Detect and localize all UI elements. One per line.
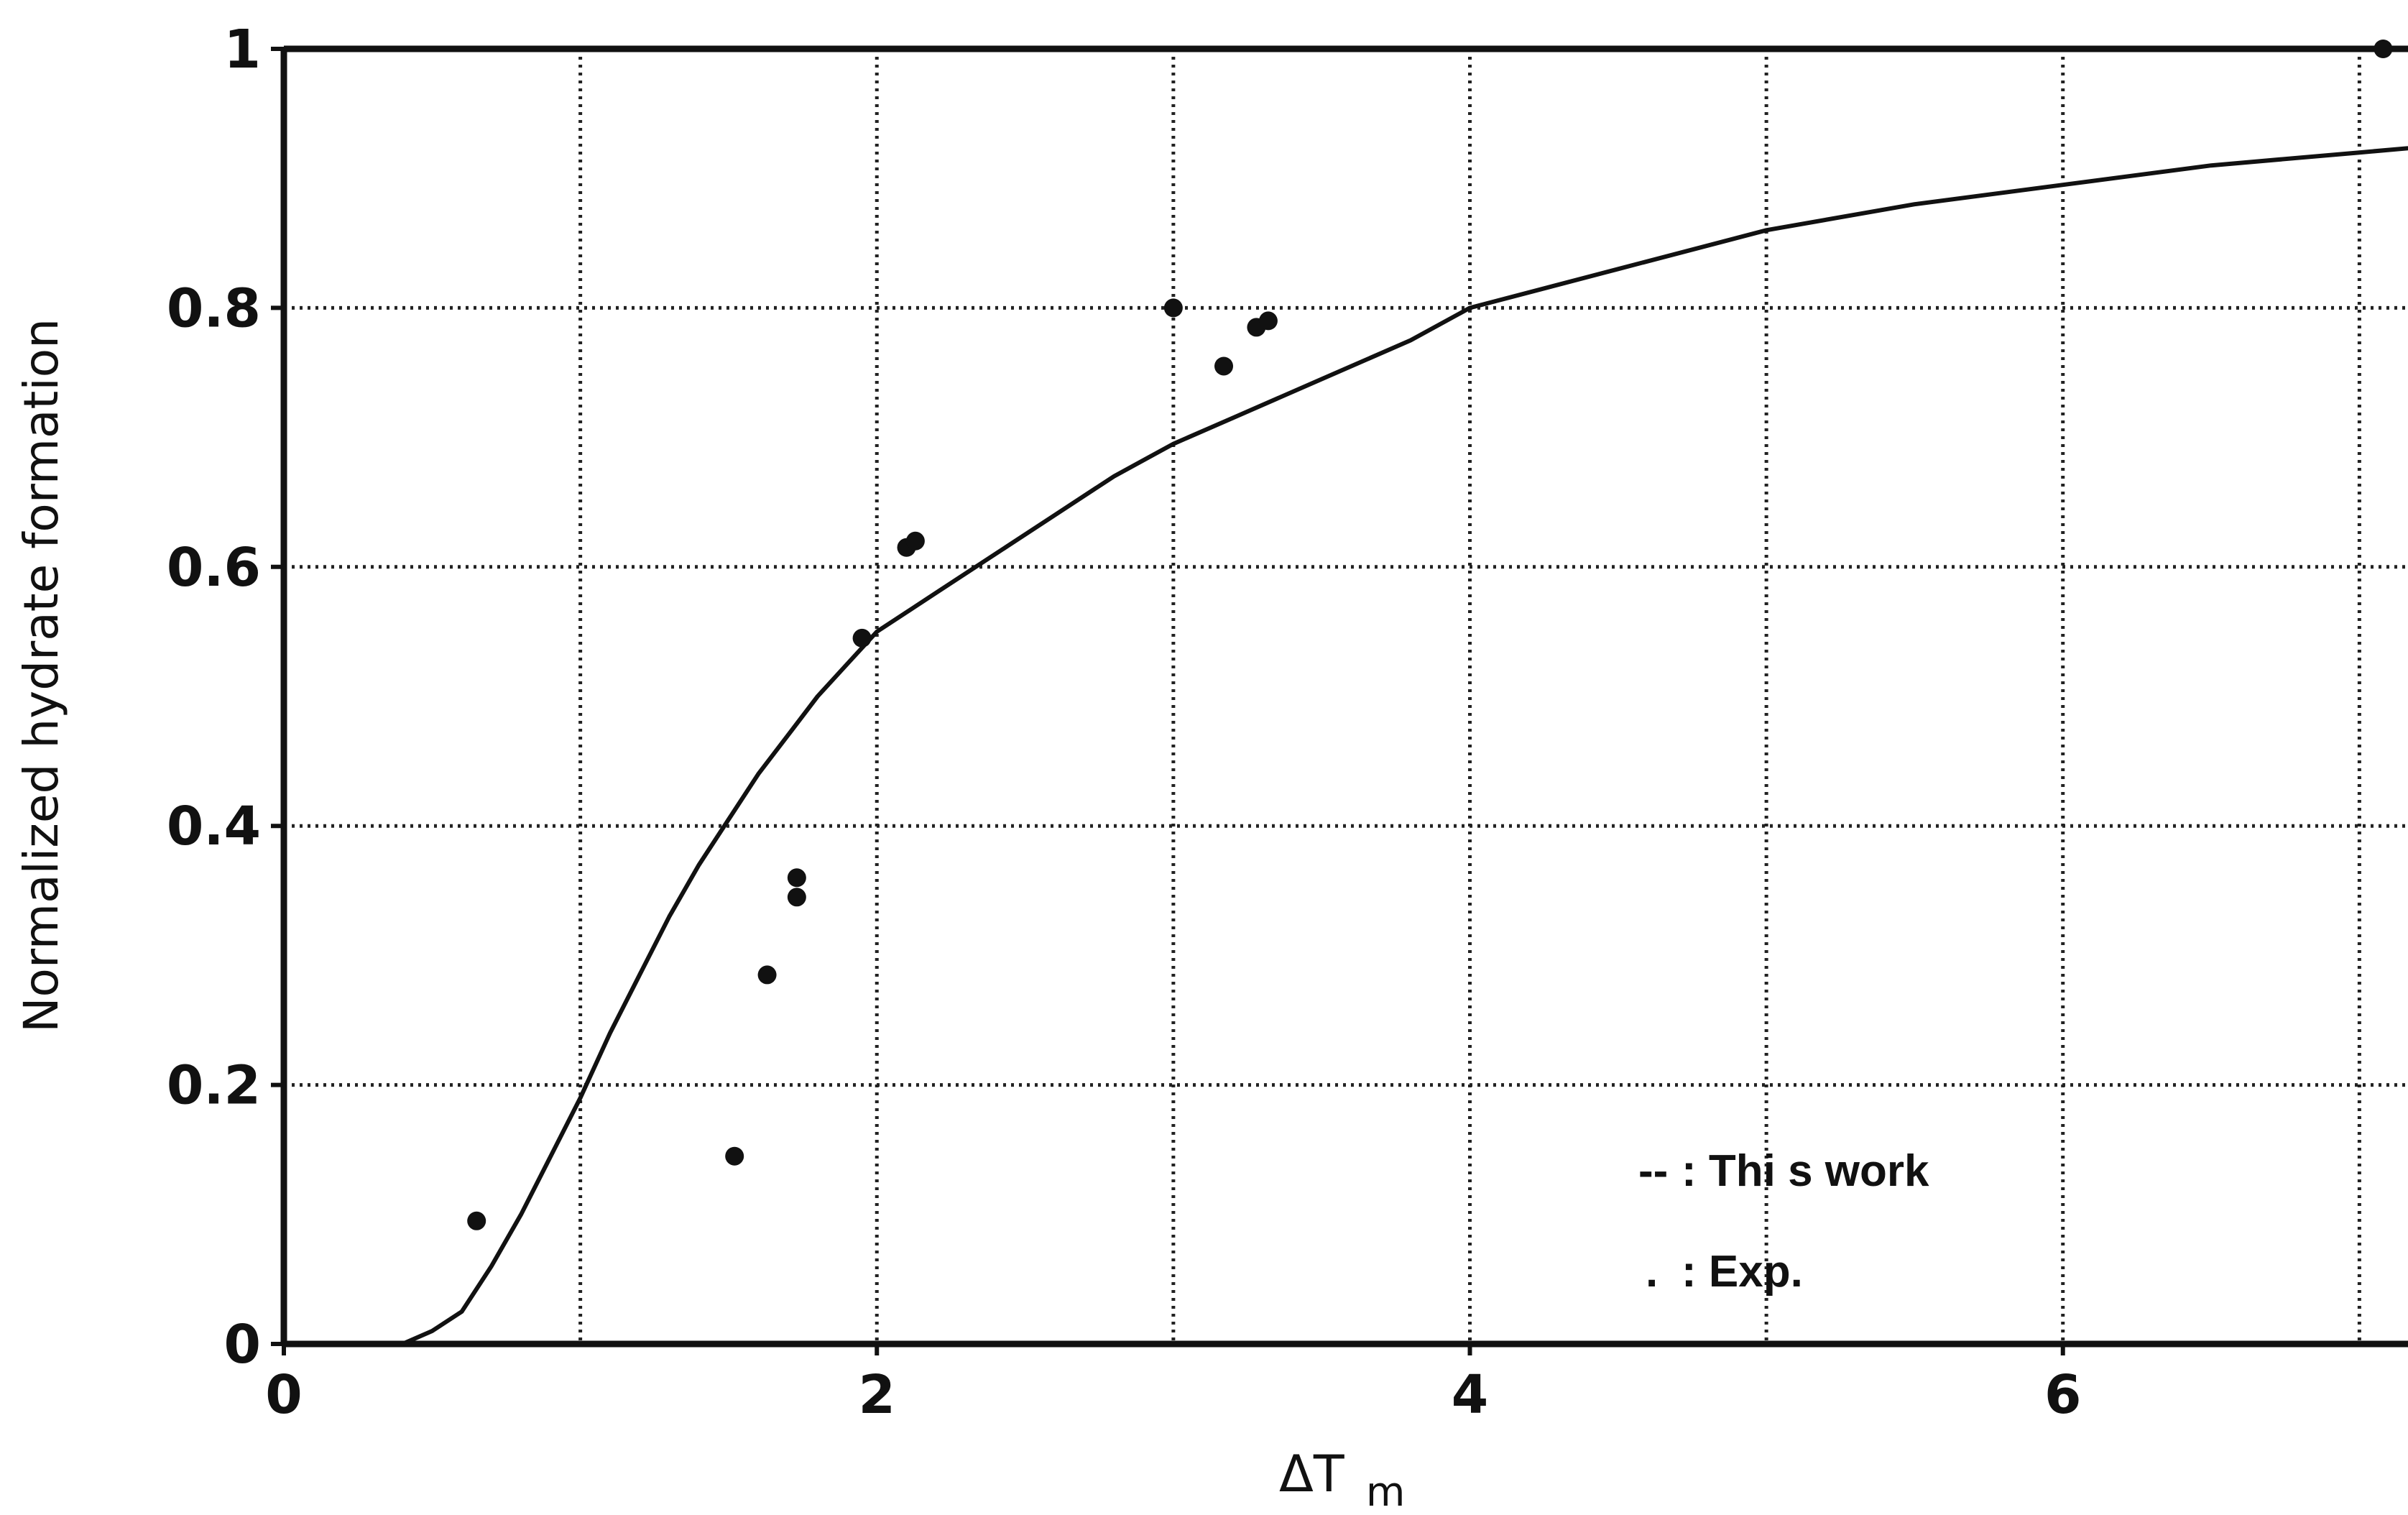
x-tick-label-0: 0 [265,1364,303,1426]
exp-point [1214,356,1234,376]
exp-point [757,965,777,985]
legend-label-exp: : Exp. [1682,1247,1803,1297]
exp-point [787,868,806,888]
x-tick-label-2: 2 [859,1364,896,1426]
y-tick-label-1: 1 [224,19,262,80]
x-axis-title: ΔT m [1279,1445,1405,1515]
x-axis-title-subscript: m [1366,1469,1406,1515]
exp-point [725,1146,744,1166]
y-tick-label-0.4: 0.4 [167,796,261,857]
tick-labels: 0 0.2 0.4 0.6 0.8 1 0 2 4 6 [167,19,2082,1426]
exp-point [2374,40,2393,58]
gridlines [284,49,2408,1344]
experimental-points-group [467,40,2393,1230]
x-axis-title-main: ΔT [1279,1445,1344,1504]
exp-point [787,888,806,907]
exp-point [852,628,872,648]
axes [280,45,2408,1348]
legend-marker-line: -- [1638,1146,1668,1196]
y-tick-label-0.6: 0.6 [167,537,261,599]
x-tick-label-4: 4 [1452,1364,1489,1426]
y-tick-label-0.2: 0.2 [167,1055,261,1117]
legend-marker-dot: . [1646,1247,1658,1297]
model-curve-group [298,146,2408,1346]
y-tick-label-0.8: 0.8 [167,277,261,339]
exp-point [467,1211,486,1230]
x-tick-label-6: 6 [2044,1364,2082,1426]
exp-point [1258,311,1278,331]
model-curve-line [298,146,2408,1346]
y-tick-label-0: 0 [224,1314,262,1376]
exp-point [905,531,925,551]
exp-point [1163,298,1183,318]
legend-label-this-work: : Thi s work [1682,1146,1929,1196]
legend: -- : Thi s work . : Exp. [1638,1146,1929,1297]
y-axis-title: Normalized hydrate formation [14,318,69,1033]
